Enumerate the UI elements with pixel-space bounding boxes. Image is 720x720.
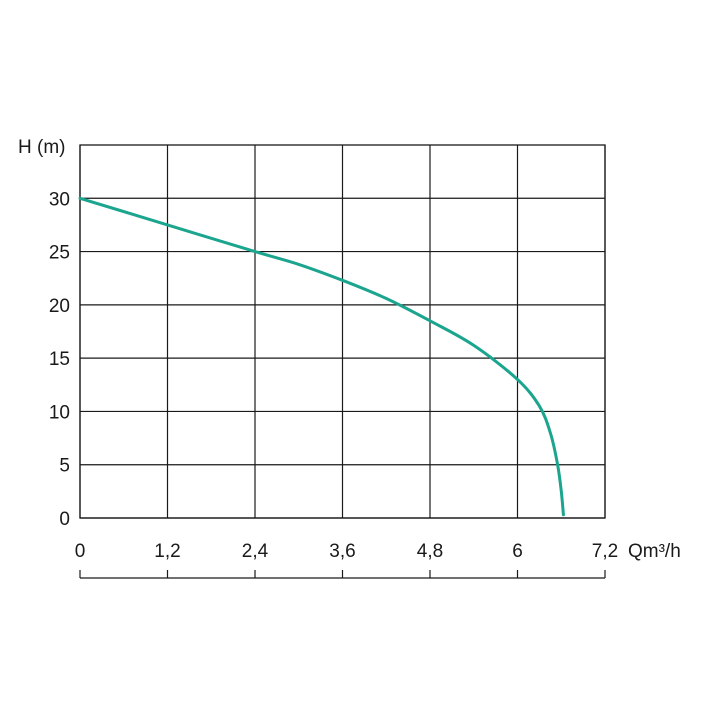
x-axis-scale-bar bbox=[79, 570, 606, 579]
y-tick-label: 20 bbox=[49, 296, 70, 317]
y-tick-label: 25 bbox=[49, 243, 70, 264]
grid bbox=[79, 145, 606, 519]
x-tick-label: 4,8 bbox=[417, 541, 443, 562]
x-axis-tick-labels: 0 1,2 2,4 3,6 4,8 6 7,2 bbox=[75, 541, 619, 562]
y-tick-label: 15 bbox=[49, 349, 70, 370]
series-line-head-flow bbox=[78, 196, 565, 517]
y-tick-label: 10 bbox=[49, 402, 70, 423]
x-tick-label: 2,4 bbox=[242, 541, 269, 562]
x-tick-label: 6 bbox=[512, 541, 523, 562]
y-axis-title: H (m) bbox=[18, 137, 65, 158]
x-tick-label: 7,2 bbox=[592, 541, 618, 562]
y-tick-label: 5 bbox=[59, 456, 70, 477]
y-tick-label: 0 bbox=[59, 509, 70, 530]
x-tick-label: 0 bbox=[75, 541, 86, 562]
x-axis-title: Qm³/h bbox=[628, 541, 681, 562]
y-tick-label: 30 bbox=[49, 189, 70, 210]
x-tick-label: 1,2 bbox=[154, 541, 180, 562]
plot-frame bbox=[79, 144, 606, 519]
y-axis-tick-labels: 0 5 10 15 20 25 30 bbox=[49, 189, 70, 530]
x-tick-label: 3,6 bbox=[329, 541, 355, 562]
